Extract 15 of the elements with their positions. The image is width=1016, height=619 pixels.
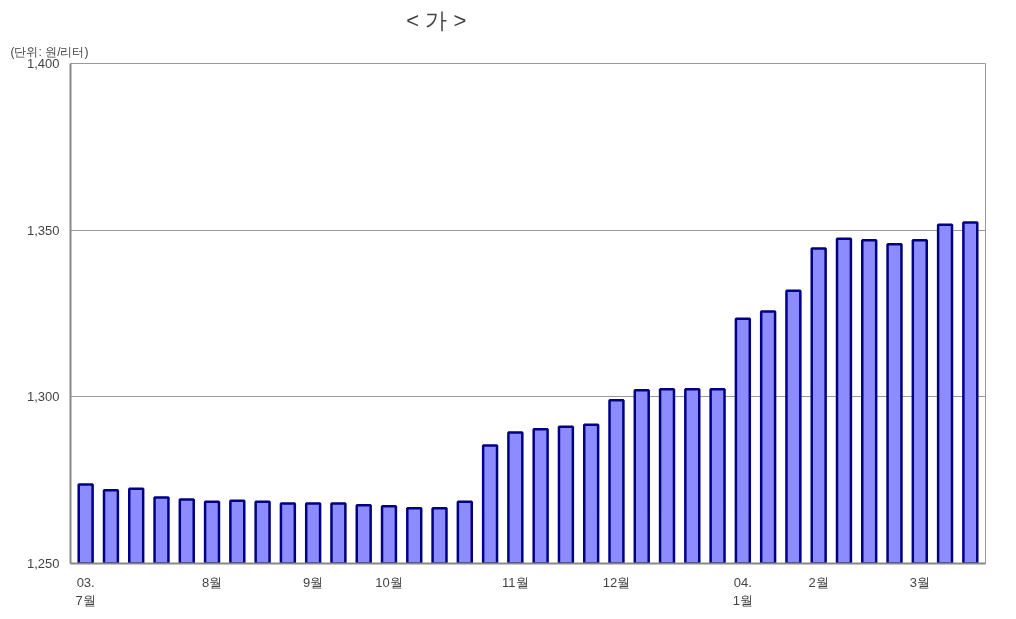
- x-tick-label: 12월: [602, 574, 631, 590]
- x-tick-label: 11월: [502, 574, 529, 590]
- x-tick-label: 8월: [201, 574, 223, 590]
- chart-title: < 가 >: [406, 7, 467, 33]
- y-tick-label: 1,400: [26, 56, 60, 71]
- y-tick-label: 1,300: [26, 389, 60, 405]
- y-tick-label: 1,350: [26, 222, 60, 238]
- x-tick-label: 2월: [808, 574, 829, 590]
- y-axis-title: (단위: 원/리터): [10, 44, 89, 59]
- x-tick-label: 3월: [909, 574, 930, 590]
- x-tick-label: 9월: [303, 574, 324, 590]
- x-tick-label: 03. 7월: [75, 574, 96, 608]
- x-tick-label: 10월: [375, 574, 403, 590]
- y-tick-label: 1,250: [26, 556, 60, 571]
- x-tick-label: 04. 1월: [732, 574, 753, 608]
